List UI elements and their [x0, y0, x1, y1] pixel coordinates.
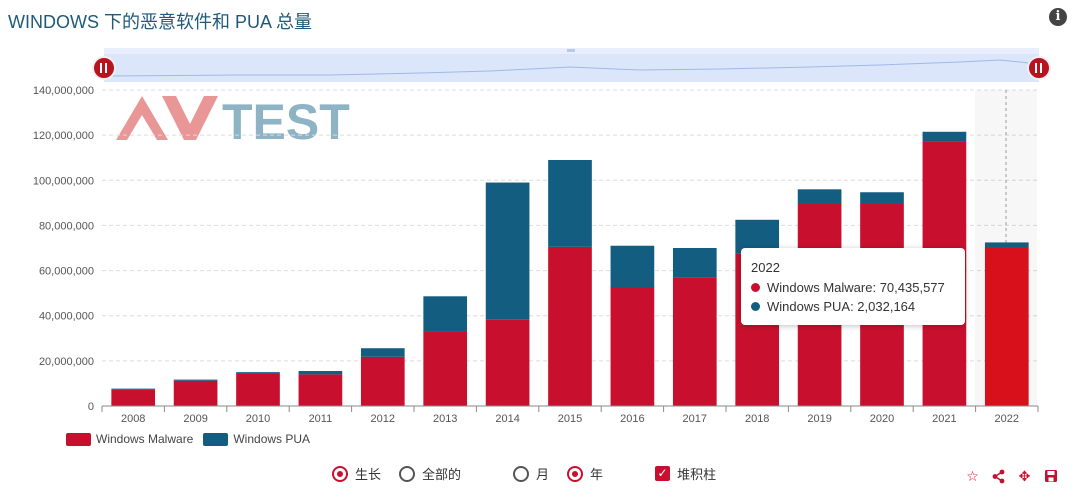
- logo-v-mark: [162, 96, 218, 140]
- x-tick-label: 2018: [745, 413, 769, 425]
- toolbar: ☆ ✥: [965, 469, 1058, 484]
- navigator-right-handle[interactable]: [1027, 56, 1051, 80]
- stacked-checkbox[interactable]: ✓ 堆积柱: [655, 464, 716, 483]
- x-tick-label: 2013: [433, 413, 457, 425]
- y-tick-label: 140,000,000: [33, 85, 94, 97]
- save-icon[interactable]: [1043, 469, 1058, 484]
- x-tick-label: 2016: [620, 413, 644, 425]
- pua-swatch-icon: [203, 432, 229, 446]
- x-tick-label: 2014: [495, 413, 519, 425]
- bar-malware-2013[interactable]: [423, 331, 468, 406]
- bar-malware-2016[interactable]: [610, 287, 655, 407]
- bar-pua-2017[interactable]: [672, 248, 717, 278]
- bar-pua-2010[interactable]: [236, 372, 280, 374]
- y-axis: 0 20,000,000 40,000,000 60,000,000 80,000,00…: [33, 85, 94, 413]
- bar-malware-2012[interactable]: [360, 356, 405, 406]
- x-tick-label: 2020: [870, 413, 894, 425]
- bar-pua-2013[interactable]: [423, 296, 468, 332]
- legend: Windows Malware Windows PUA: [66, 432, 310, 446]
- chart-title: WINDOWS 下的恶意软件和 PUA 总量: [8, 12, 313, 32]
- star-icon[interactable]: ☆: [966, 468, 979, 484]
- bar-malware-2014[interactable]: [485, 319, 530, 406]
- bar-pua-2021[interactable]: [922, 131, 967, 142]
- bar-pua-2022[interactable]: [984, 242, 1029, 248]
- year-label: 年: [590, 467, 604, 482]
- bar-pua-2014[interactable]: [485, 182, 530, 320]
- x-axis: 2008 2009 2010 2011 2012 2013 2014 2015 2016 2017…: [101, 405, 1039, 425]
- legend-item-pua[interactable]: Windows PUA: [203, 432, 310, 446]
- x-tick-label: 2008: [121, 413, 145, 425]
- y-tick-label: 0: [88, 401, 94, 413]
- bar-malware-2011[interactable]: [298, 374, 343, 406]
- growth-radio[interactable]: 生长: [332, 464, 381, 483]
- bar-pua-2020[interactable]: [860, 192, 904, 204]
- y-tick-label: 80,000,000: [39, 220, 94, 232]
- all-radio-icon[interactable]: [399, 465, 416, 482]
- x-tick-label: 2012: [371, 413, 395, 425]
- x-tick-label: 2021: [932, 413, 956, 425]
- y-tick-label: 100,000,000: [33, 175, 94, 187]
- bar-malware-2008[interactable]: [111, 389, 156, 406]
- tooltip-malware-line: Windows Malware: 70,435,577: [767, 280, 945, 295]
- tooltip-title: 2022: [751, 260, 780, 275]
- all-radio[interactable]: 全部的: [399, 464, 461, 483]
- y-tick-label: 20,000,000: [39, 356, 94, 368]
- growth-radio-icon[interactable]: [332, 465, 348, 482]
- bar-malware-2022[interactable]: [984, 247, 1029, 406]
- controls: 生长 全部的 月 年 ✓ 堆积柱: [332, 464, 734, 483]
- x-tick-label: 2010: [246, 413, 270, 425]
- x-tick-label: 2022: [995, 413, 1019, 425]
- month-radio[interactable]: 月: [513, 464, 549, 483]
- month-label: 月: [536, 467, 550, 482]
- logo-a-mark: [116, 96, 168, 140]
- year-radio[interactable]: 年: [567, 464, 603, 483]
- y-tick-label: 120,000,000: [33, 130, 94, 142]
- avtest-logo: TEST: [116, 94, 350, 150]
- share-icon[interactable]: [991, 469, 1006, 484]
- bar-malware-2010[interactable]: [236, 373, 280, 406]
- bar-pua-2016[interactable]: [610, 245, 655, 288]
- bar-pua-2011[interactable]: [298, 371, 343, 375]
- bar-pua-2015[interactable]: [548, 159, 592, 247]
- legend-malware-label: Windows Malware: [96, 432, 194, 446]
- malware-dot-icon: [751, 283, 760, 292]
- y-tick-label: 60,000,000: [39, 266, 94, 278]
- bar-malware-2017[interactable]: [672, 277, 717, 406]
- tooltip: 2022 Windows Malware: 70,435,577 Windows…: [741, 248, 965, 325]
- navigator-selection[interactable]: [104, 54, 1039, 82]
- navigator-line: [103, 59, 1040, 77]
- all-label: 全部的: [422, 467, 462, 482]
- x-tick-label: 2017: [683, 413, 707, 425]
- legend-item-malware[interactable]: Windows Malware: [66, 432, 193, 446]
- info-icon[interactable]: i: [1049, 8, 1067, 26]
- move-icon[interactable]: ✥: [1018, 468, 1031, 484]
- bar-pua-2019[interactable]: [797, 189, 842, 204]
- tooltip-pua-line: Windows PUA: 2,032,164: [767, 299, 916, 314]
- logo-test-text: TEST: [222, 94, 350, 150]
- stacked-label: 堆积柱: [677, 467, 717, 482]
- navigator-top-handle[interactable]: [567, 49, 575, 52]
- bar-malware-2009[interactable]: [173, 380, 218, 406]
- legend-pua-label: Windows PUA: [233, 432, 311, 446]
- bar-pua-2012[interactable]: [360, 348, 405, 357]
- navigator-left-handle[interactable]: [92, 56, 116, 80]
- bar-malware-2015[interactable]: [548, 246, 592, 406]
- x-tick-label: 2019: [807, 413, 831, 425]
- x-tick-label: 2009: [183, 413, 207, 425]
- pua-dot-icon: [751, 302, 760, 311]
- y-tick-label: 40,000,000: [39, 311, 94, 323]
- year-radio-icon[interactable]: [567, 465, 584, 482]
- navigator[interactable]: [92, 48, 1051, 82]
- growth-label: 生长: [355, 467, 382, 482]
- x-tick-label: 2015: [558, 413, 582, 425]
- bar-pua-2009[interactable]: [173, 379, 218, 381]
- bar-pua-2008[interactable]: [111, 388, 156, 390]
- month-radio-icon[interactable]: [513, 465, 530, 482]
- x-tick-label: 2011: [309, 413, 333, 425]
- malware-swatch-icon: [66, 432, 91, 446]
- check-icon[interactable]: ✓: [655, 466, 671, 481]
